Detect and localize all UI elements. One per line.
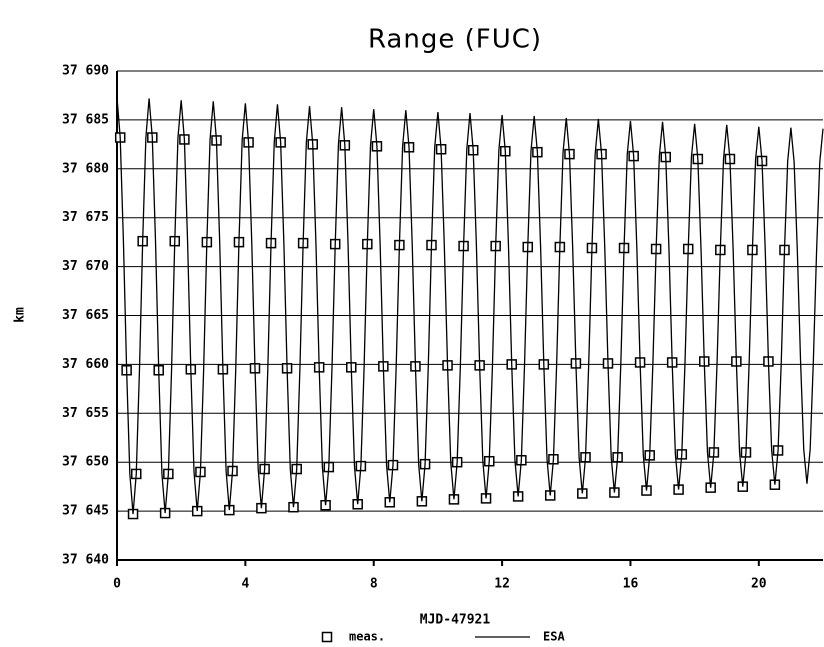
y-tick-label: 37 690 xyxy=(62,64,109,79)
y-tick-label: 37 685 xyxy=(62,112,109,127)
x-tick-label: 16 xyxy=(623,577,639,592)
y-tick-label: 37 650 xyxy=(62,455,109,470)
legend-label: meas. xyxy=(349,630,385,644)
legend-marker xyxy=(321,631,333,643)
y-tick-label: 37 665 xyxy=(62,308,109,323)
x-axis-label: MJD-47921 xyxy=(420,613,491,628)
y-tick-label: 37 670 xyxy=(62,259,109,274)
chart-title: Range (FUC) xyxy=(368,25,542,55)
y-tick-label: 37 660 xyxy=(62,357,109,372)
esa-line xyxy=(116,97,824,515)
x-tick-label: 4 xyxy=(241,577,249,592)
x-tick-label: 8 xyxy=(370,577,378,592)
legend-label: ESA xyxy=(543,630,565,644)
y-tick-label: 37 655 xyxy=(62,406,109,421)
x-tick-label: 12 xyxy=(494,577,510,592)
x-tick-label: 20 xyxy=(751,577,767,592)
x-tick-label: 0 xyxy=(113,577,121,592)
y-tick-label: 37 645 xyxy=(62,504,109,519)
y-tick-label: 37 640 xyxy=(62,553,109,568)
y-tick-label: 37 680 xyxy=(62,161,109,176)
y-tick-label: 37 675 xyxy=(62,210,109,225)
y-axis-label: km xyxy=(13,307,28,323)
